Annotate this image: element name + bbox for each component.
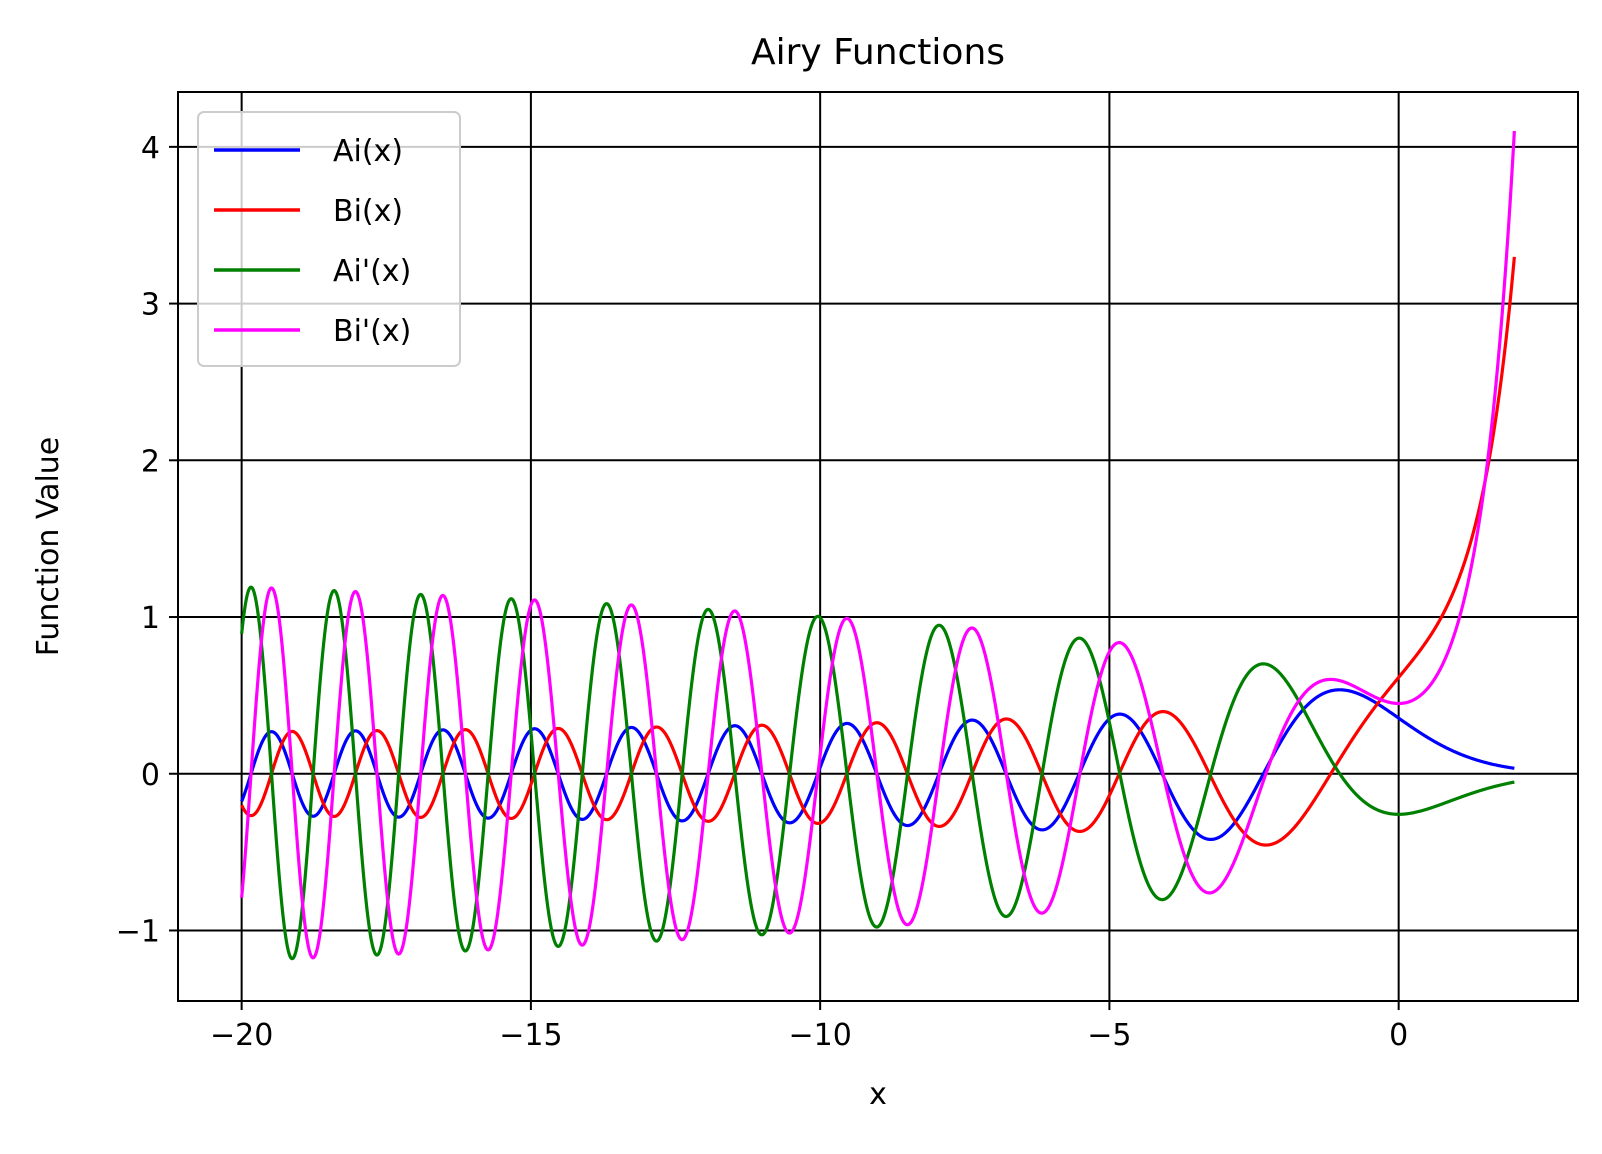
series-line-biprime xyxy=(240,130,1516,960)
legend: Ai(x) Bi(x) Ai'(x) Bi'(x) xyxy=(197,111,461,367)
grid xyxy=(178,92,1578,1001)
legend-label: Ai'(x) xyxy=(333,254,411,289)
y-axis-label: Function Value xyxy=(31,437,66,657)
x-tick-label: −5 xyxy=(1087,1018,1131,1053)
x-tick-label: −10 xyxy=(788,1018,851,1053)
plot-frame xyxy=(177,91,1579,1002)
y-tick-label: 4 xyxy=(141,131,160,166)
series-line-bi xyxy=(240,256,1516,847)
y-tick-label: 2 xyxy=(141,444,160,479)
y-tick-label: 1 xyxy=(141,601,160,636)
x-tick-label: 0 xyxy=(1389,1018,1408,1053)
x-tick-label: −20 xyxy=(210,1018,273,1053)
y-tick-label: 3 xyxy=(141,288,160,323)
legend-label: Bi(x) xyxy=(333,194,403,229)
legend-label: Bi'(x) xyxy=(333,314,411,349)
series-line-aiprime xyxy=(240,585,1516,961)
chart-title: Airy Functions xyxy=(751,32,1005,73)
legend-label: Ai(x) xyxy=(333,134,403,169)
y-tick-label: −1 xyxy=(116,914,160,949)
x-axis-label: x xyxy=(869,1077,887,1112)
series-layer xyxy=(240,130,1516,961)
x-tick-label: −15 xyxy=(499,1018,562,1053)
y-tick-label: 0 xyxy=(141,758,160,793)
legend-box xyxy=(197,111,461,367)
